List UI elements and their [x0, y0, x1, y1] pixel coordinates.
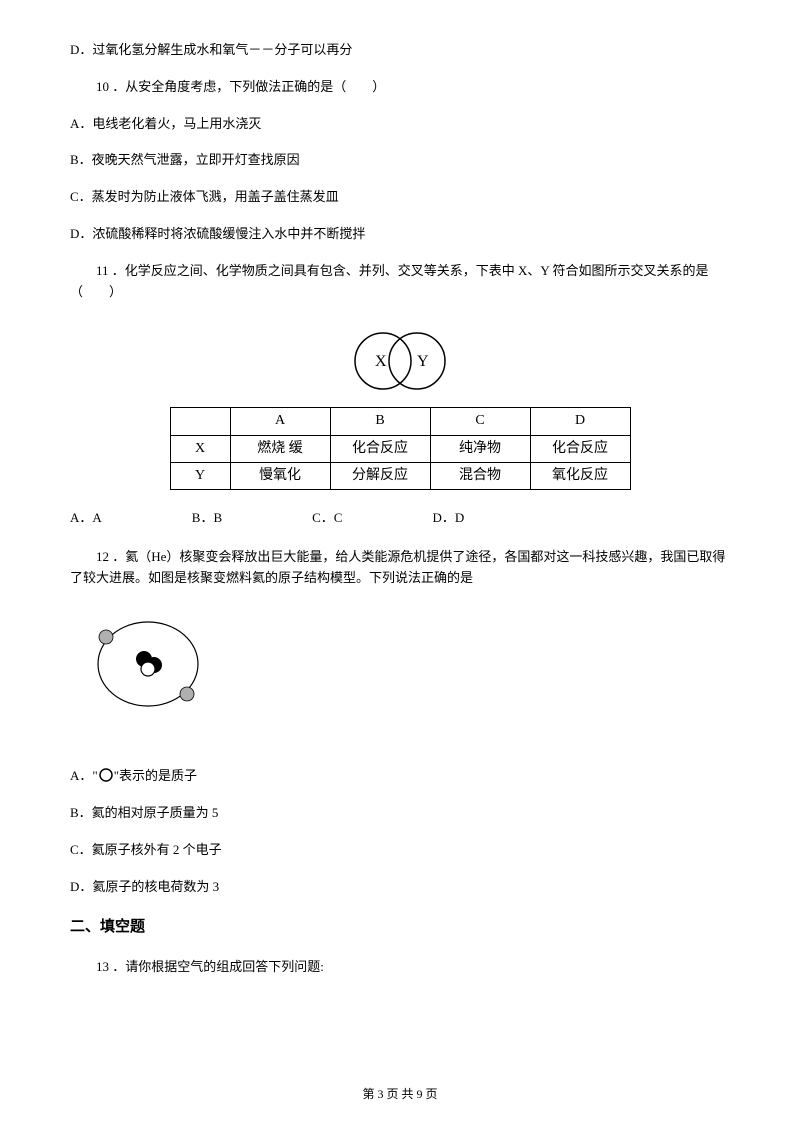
q11-option-b: B．B [192, 508, 222, 529]
q12-option-a: A．" "表示的是质子 [70, 766, 730, 787]
table-row-x: X 燃烧 缓 化合反应 纯净物 化合反应 [170, 435, 630, 462]
page-footer: 第 3 页 共 9 页 [0, 1085, 800, 1104]
q10-option-d: D．浓硫酸稀释时将浓硫酸缓慢注入水中并不断搅拌 [70, 224, 730, 245]
q12-option-b: B．氦的相对原子质量为 5 [70, 803, 730, 824]
q10-option-a: A．电线老化着火，马上用水浇灭 [70, 114, 730, 135]
svg-text:X: X [375, 353, 387, 370]
table-row-y: Y 慢氧化 分解反应 混合物 氧化反应 [170, 462, 630, 489]
circle-icon [98, 766, 114, 787]
q12-a-suffix: "表示的是质子 [114, 768, 197, 783]
q10-option-b: B．夜晚天然气泄露，立即开灯查找原因 [70, 150, 730, 171]
q10-stem: 10 ．从安全角度考虑，下列做法正确的是（ ） [70, 77, 730, 98]
q11-stem: 11 ．化学反应之间、化学物质之间具有包含、并列、交叉等关系，下表中 X、Y 符… [70, 261, 730, 303]
venn-diagram: X Y [70, 326, 730, 403]
prev-option-d: D．过氧化氢分解生成水和氧气－－分子可以再分 [70, 40, 730, 61]
table-header-row: A B C D [170, 408, 630, 435]
q11-options: A．A B．B C．C D．D [70, 508, 730, 529]
q13-stem: 13 ．请你根据空气的组成回答下列问题: [70, 957, 730, 978]
q12-option-d: D．氦原子的核电荷数为 3 [70, 877, 730, 898]
q11-option-d: D．D [432, 508, 464, 529]
svg-text:Y: Y [417, 353, 429, 370]
atom-diagram [90, 609, 730, 726]
q12-stem: 12 ．氦（He）核聚变会释放出巨大能量，给人类能源危机提供了途径，各国都对这一… [70, 547, 730, 589]
q10-option-c: C．蒸发时为防止液体飞溅，用盖子盖住蒸发皿 [70, 187, 730, 208]
q11-option-c: C．C [312, 508, 342, 529]
section-2-header: 二、填空题 [70, 915, 730, 939]
q12-a-prefix: A．" [70, 768, 98, 783]
q11-option-a: A．A [70, 508, 102, 529]
q11-table: A B C D X 燃烧 缓 化合反应 纯净物 化合反应 Y 慢氧化 分解反应 … [70, 407, 730, 490]
q12-option-c: C．氦原子核外有 2 个电子 [70, 840, 730, 861]
